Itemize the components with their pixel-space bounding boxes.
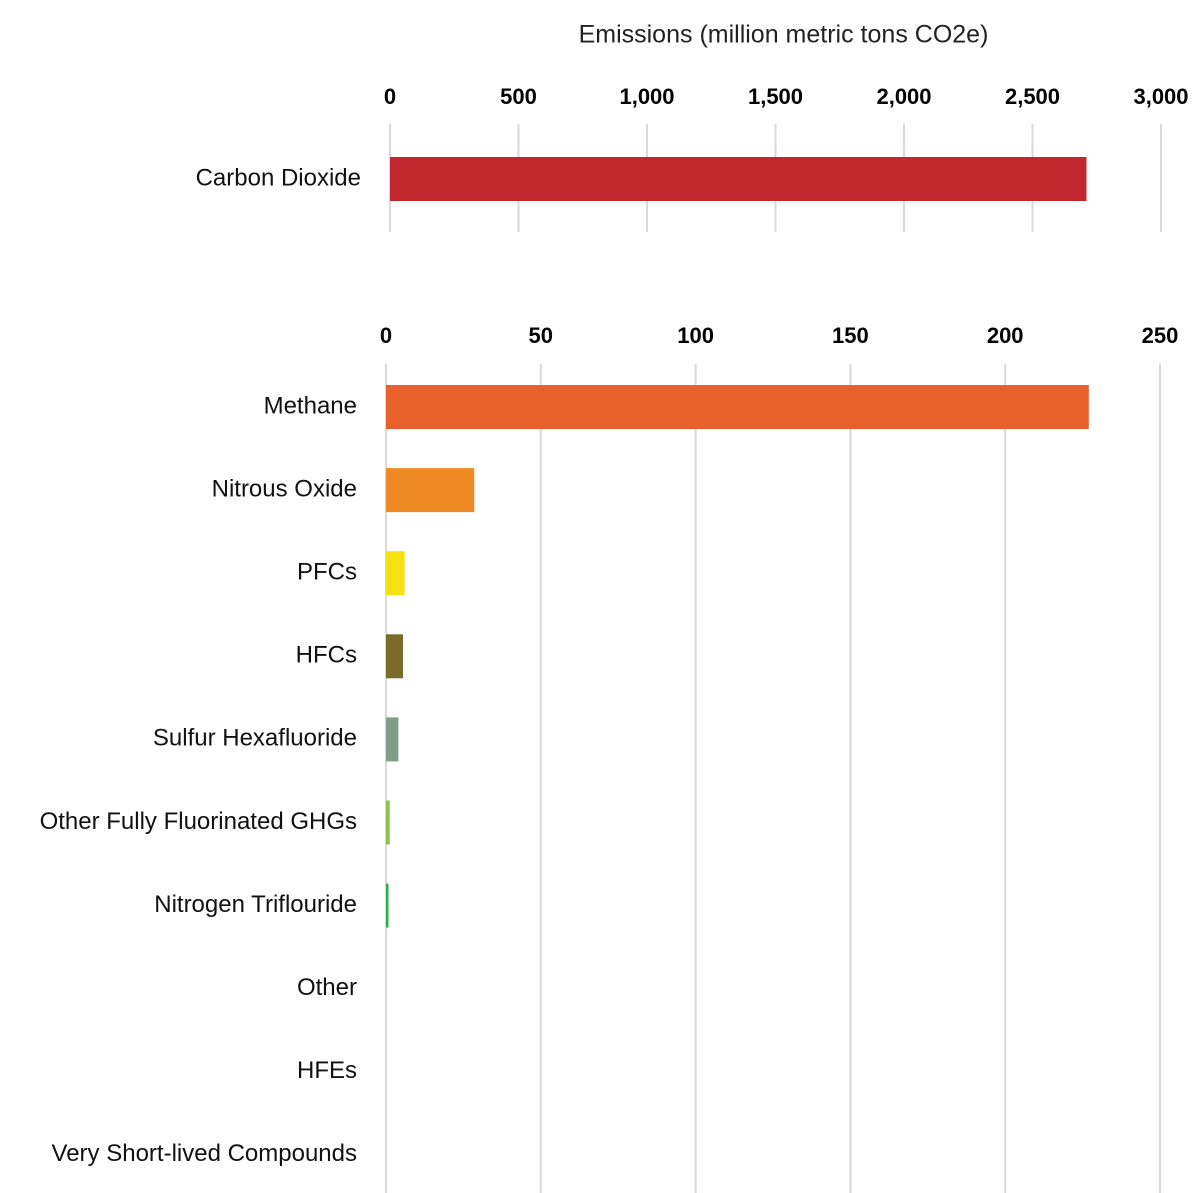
x-tick-label: 150 — [832, 323, 869, 348]
x-tick-label: 500 — [500, 84, 537, 109]
category-label: Other — [297, 974, 357, 1001]
bar — [386, 717, 399, 762]
bar — [386, 385, 1089, 429]
x-tick-label: 250 — [1142, 323, 1179, 348]
x-tick-label: 1,000 — [619, 84, 674, 109]
bar — [386, 883, 389, 928]
category-label: Nitrogen Triflouride — [154, 891, 357, 918]
category-label: PFCs — [297, 559, 357, 586]
category-label: HFEs — [297, 1057, 357, 1084]
bar — [386, 800, 390, 845]
bar — [386, 634, 404, 679]
category-label: Other Fully Fluorinated GHGs — [40, 808, 357, 835]
co2-panel: Emissions (million metric tons CO2e) 0 500… — [196, 21, 1189, 232]
x-tick-label: 50 — [529, 323, 553, 348]
category-label: Sulfur Hexafluoride — [153, 725, 357, 752]
x-tick-label: 200 — [987, 323, 1024, 348]
bar — [390, 157, 1087, 201]
x-tick-label: 0 — [384, 84, 396, 109]
category-label: Methane — [264, 392, 357, 419]
bar — [386, 551, 405, 596]
x-tick-label: 0 — [380, 323, 392, 348]
bar — [386, 468, 475, 513]
x-axis-title: Emissions (million metric tons CO2e) — [579, 21, 989, 49]
category-label: HFCs — [296, 642, 357, 669]
x-tick-label: 2,500 — [1005, 84, 1060, 109]
x-tick-label: 100 — [677, 323, 714, 348]
category-label: Carbon Dioxide — [196, 164, 361, 191]
x-tick-label: 2,000 — [876, 84, 931, 109]
x-tick-label: 1,500 — [748, 84, 803, 109]
other-gases-panel: 0 50 100 150 200 250 Methane Nitrous Oxide PFCs H… — [40, 323, 1179, 1193]
category-label: Very Short-lived Compounds — [52, 1140, 357, 1167]
category-label: Nitrous Oxide — [212, 475, 357, 502]
x-tick-label: 3,000 — [1133, 84, 1188, 109]
